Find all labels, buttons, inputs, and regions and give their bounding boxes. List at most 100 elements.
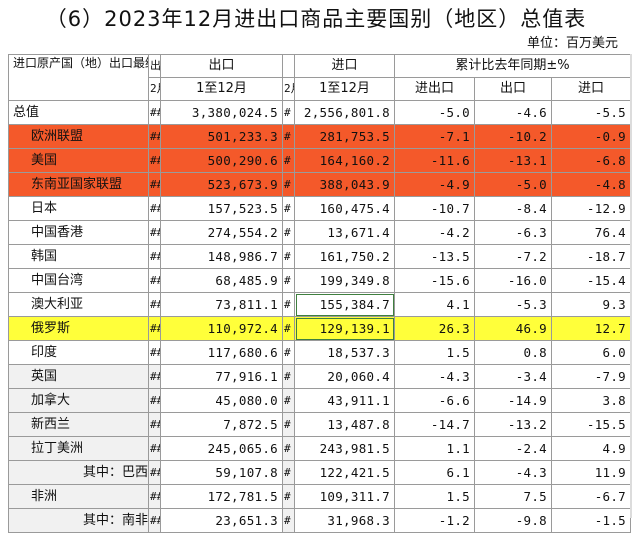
dec-export-cell[interactable]: ##	[148, 316, 161, 341]
import-value-cell[interactable]: 160,475.4	[294, 196, 395, 221]
dec-import-cell[interactable]: #	[282, 508, 295, 533]
import-value-cell[interactable]: 109,311.7	[294, 484, 395, 509]
trade-pct-cell[interactable]: 1.5	[394, 340, 475, 365]
import-value-cell[interactable]: 243,981.5	[294, 436, 395, 461]
dec-export-cell[interactable]: ##	[148, 484, 161, 509]
export-value-cell[interactable]: 148,986.7	[160, 244, 283, 269]
header-narrow-2-sub[interactable]: 2月	[282, 77, 295, 101]
import-value-cell[interactable]: 43,911.1	[294, 388, 395, 413]
header-narrow-2[interactable]	[282, 54, 295, 78]
export-value-cell[interactable]: 59,107.8	[160, 460, 283, 485]
import-pct-cell[interactable]: -7.9	[550, 364, 632, 389]
dec-export-cell[interactable]: ##	[148, 124, 161, 149]
country-cell[interactable]: 欧洲联盟	[8, 124, 149, 149]
country-cell[interactable]: 澳大利亚	[8, 292, 149, 317]
country-cell[interactable]: 中国台湾	[8, 268, 149, 293]
dec-import-cell[interactable]: #	[282, 196, 295, 221]
export-pct-cell[interactable]: -16.0	[474, 268, 552, 293]
dec-import-cell[interactable]: #	[282, 436, 295, 461]
dec-export-cell[interactable]: ##	[148, 196, 161, 221]
trade-pct-cell[interactable]: -13.5	[394, 244, 475, 269]
dec-import-cell[interactable]: #	[282, 460, 295, 485]
export-pct-cell[interactable]: 0.8	[474, 340, 552, 365]
header-country[interactable]: 进口原产国（地）出口最终目的国（地）	[8, 54, 149, 101]
export-pct-cell[interactable]: -3.4	[474, 364, 552, 389]
import-pct-cell[interactable]: 6.0	[550, 340, 632, 365]
trade-pct-cell[interactable]: -4.2	[394, 220, 475, 245]
export-value-cell[interactable]: 7,872.5	[160, 412, 283, 437]
header-narrow-1[interactable]: 出	[148, 54, 161, 78]
dec-import-cell[interactable]: #	[282, 388, 295, 413]
trade-pct-cell[interactable]: 6.1	[394, 460, 475, 485]
import-value-cell[interactable]: 20,060.4	[294, 364, 395, 389]
country-cell[interactable]: 东南亚国家联盟	[8, 172, 149, 197]
country-cell[interactable]: 英国	[8, 364, 149, 389]
country-cell[interactable]: 其中：巴西	[8, 460, 149, 485]
import-value-cell[interactable]: 161,750.2	[294, 244, 395, 269]
dec-import-cell[interactable]: #	[282, 484, 295, 509]
import-value-cell[interactable]: 281,753.5	[294, 124, 395, 149]
export-pct-cell[interactable]: -13.1	[474, 148, 552, 173]
export-value-cell[interactable]: 523,673.9	[160, 172, 283, 197]
country-cell[interactable]: 非洲	[8, 484, 149, 509]
export-pct-cell[interactable]: -4.3	[474, 460, 552, 485]
trade-pct-cell[interactable]: 1.1	[394, 436, 475, 461]
header-import-sub[interactable]: 1至12月	[294, 77, 395, 101]
export-pct-cell[interactable]: -5.3	[474, 292, 552, 317]
import-value-cell[interactable]: 129,139.1	[294, 316, 395, 341]
country-cell[interactable]: 拉丁美洲	[8, 436, 149, 461]
dec-export-cell[interactable]: ##	[148, 460, 161, 485]
trade-pct-cell[interactable]: -15.6	[394, 268, 475, 293]
dec-import-cell[interactable]: #	[282, 220, 295, 245]
dec-import-cell[interactable]: #	[282, 364, 295, 389]
import-pct-cell[interactable]: 11.9	[550, 460, 632, 485]
import-value-cell[interactable]: 199,349.8	[294, 268, 395, 293]
import-value-cell[interactable]: 31,968.3	[294, 508, 395, 533]
header-export[interactable]: 出口	[160, 54, 283, 78]
dec-export-cell[interactable]: ##	[148, 148, 161, 173]
export-value-cell[interactable]: 245,065.6	[160, 436, 283, 461]
header-cum-export[interactable]: 出口	[474, 77, 552, 101]
trade-pct-cell[interactable]: -11.6	[394, 148, 475, 173]
dec-import-cell[interactable]: #	[282, 340, 295, 365]
dec-export-cell[interactable]: ##	[148, 220, 161, 245]
country-cell[interactable]: 美国	[8, 148, 149, 173]
dec-import-cell[interactable]: #	[282, 148, 295, 173]
country-cell[interactable]: 俄罗斯	[8, 316, 149, 341]
trade-pct-cell[interactable]: -5.0	[394, 100, 475, 125]
dec-import-cell[interactable]: #	[282, 172, 295, 197]
country-cell[interactable]: 其中：南非	[8, 508, 149, 533]
header-cum-trade[interactable]: 进出口	[394, 77, 475, 101]
country-cell[interactable]: 总值	[8, 100, 149, 125]
import-pct-cell[interactable]: -6.7	[550, 484, 632, 509]
header-cumulative[interactable]: 累计比去年同期±%	[393, 54, 632, 78]
dec-export-cell[interactable]: ##	[148, 340, 161, 365]
trade-pct-cell[interactable]: 26.3	[394, 316, 475, 341]
import-value-cell[interactable]: 13,671.4	[294, 220, 395, 245]
export-pct-cell[interactable]: -7.2	[474, 244, 552, 269]
export-pct-cell[interactable]: -13.2	[474, 412, 552, 437]
import-pct-cell[interactable]: -4.8	[550, 172, 632, 197]
import-pct-cell[interactable]: 4.9	[550, 436, 632, 461]
export-value-cell[interactable]: 172,781.5	[160, 484, 283, 509]
dec-import-cell[interactable]: #	[282, 292, 295, 317]
dec-export-cell[interactable]: ##	[148, 244, 161, 269]
import-pct-cell[interactable]: -15.5	[550, 412, 632, 437]
trade-pct-cell[interactable]: -1.2	[394, 508, 475, 533]
export-pct-cell[interactable]: -9.8	[474, 508, 552, 533]
trade-pct-cell[interactable]: -6.6	[394, 388, 475, 413]
dec-export-cell[interactable]: ##	[148, 388, 161, 413]
export-value-cell[interactable]: 274,554.2	[160, 220, 283, 245]
import-pct-cell[interactable]: 76.4	[550, 220, 632, 245]
export-value-cell[interactable]: 77,916.1	[160, 364, 283, 389]
country-cell[interactable]: 中国香港	[8, 220, 149, 245]
country-cell[interactable]: 印度	[8, 340, 149, 365]
import-pct-cell[interactable]: -6.8	[550, 148, 632, 173]
country-cell[interactable]: 新西兰	[8, 412, 149, 437]
import-value-cell[interactable]: 388,043.9	[294, 172, 395, 197]
import-value-cell[interactable]: 2,556,801.8	[294, 100, 395, 125]
export-value-cell[interactable]: 45,080.0	[160, 388, 283, 413]
import-pct-cell[interactable]: 9.3	[550, 292, 632, 317]
import-pct-cell[interactable]: -0.9	[550, 124, 632, 149]
trade-pct-cell[interactable]: -10.7	[394, 196, 475, 221]
